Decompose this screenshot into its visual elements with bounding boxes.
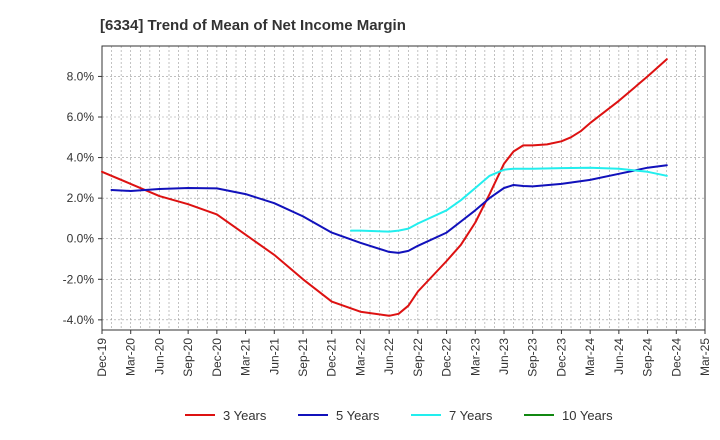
plot-area-border	[101, 45, 706, 331]
legend: 3 Years 5 Years 7 Years 10 Years	[185, 408, 613, 423]
x-tick-label: Mar-24	[583, 338, 597, 376]
y-tick-label: 8.0%	[67, 69, 95, 83]
y-axis: 8.0% 6.0% 4.0% 2.0% 0.0% -2.0% -4.0%	[63, 69, 102, 327]
y-tick-label: 0.0%	[67, 232, 95, 246]
legend-item: 3 Years	[185, 408, 267, 423]
x-axis: Dec-19 Mar-20 Jun-20 Sep-20 Dec-20 Mar-21 Jun-…	[95, 330, 712, 377]
x-tick-label: Mar-21	[239, 338, 253, 376]
y-tick-label: 6.0%	[67, 110, 95, 124]
x-tick-label: Mar-23	[468, 338, 482, 376]
grid	[102, 46, 705, 330]
x-tick-label: Dec-19	[95, 338, 109, 377]
series-lines	[101, 58, 668, 317]
x-tick-label: Mar-20	[124, 338, 138, 376]
series-line	[101, 58, 668, 317]
y-tick-label: -4.0%	[63, 313, 95, 327]
x-tick-label: Sep-24	[641, 338, 655, 377]
legend-item: 5 Years	[298, 408, 380, 423]
legend-label: 10 Years	[562, 408, 613, 423]
x-tick-label: Dec-21	[325, 338, 339, 377]
x-tick-label: Jun-23	[497, 338, 511, 375]
x-tick-label: Jun-22	[382, 338, 396, 375]
legend-label: 5 Years	[336, 408, 380, 423]
y-tick-label: 2.0%	[67, 191, 95, 205]
y-tick-label: -2.0%	[63, 272, 95, 286]
x-tick-label: Dec-24	[669, 338, 683, 377]
x-tick-label: Jun-24	[612, 338, 626, 375]
legend-item: 10 Years	[524, 408, 613, 423]
x-tick-label: Mar-22	[353, 338, 367, 376]
x-tick-label: Dec-20	[210, 338, 224, 377]
chart-title: [6334] Trend of Mean of Net Income Margi…	[100, 17, 406, 34]
series-line	[110, 164, 668, 254]
x-tick-label: Sep-21	[296, 338, 310, 377]
legend-label: 3 Years	[223, 408, 267, 423]
x-tick-label: Dec-23	[554, 338, 568, 377]
x-tick-label: Jun-21	[267, 338, 281, 375]
x-tick-label: Mar-25	[698, 338, 712, 376]
x-tick-label: Sep-20	[181, 338, 195, 377]
x-tick-label: Jun-20	[152, 338, 166, 375]
y-tick-label: 4.0%	[67, 151, 95, 165]
x-tick-label: Sep-22	[411, 338, 425, 377]
x-tick-label: Dec-22	[440, 338, 454, 377]
x-tick-label: Sep-23	[526, 338, 540, 377]
legend-item: 7 Years	[411, 408, 493, 423]
legend-label: 7 Years	[449, 408, 493, 423]
series-line	[350, 166, 668, 233]
